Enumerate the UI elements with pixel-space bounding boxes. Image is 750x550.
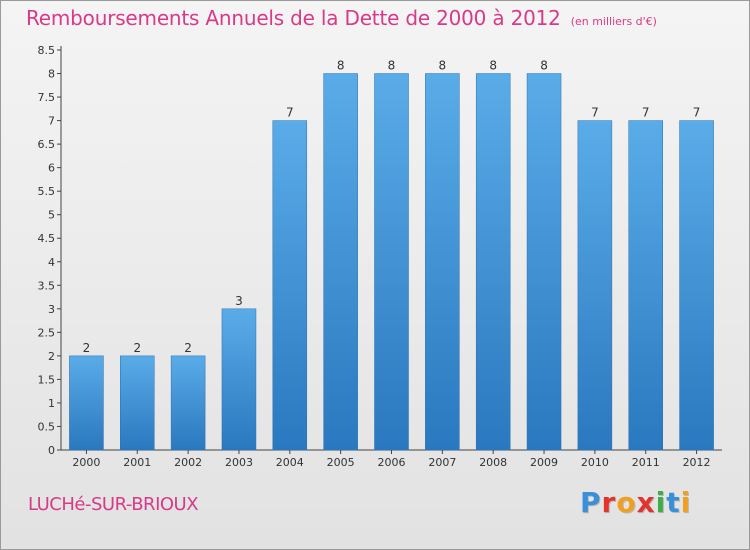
y-tick-label: 0: [48, 444, 55, 457]
brand-letter: t: [666, 486, 681, 519]
bar: [323, 73, 358, 451]
x-tick-label: 2003: [225, 456, 253, 469]
bar: [425, 73, 460, 451]
bar: [679, 120, 714, 451]
bar: [69, 355, 104, 451]
y-tick-label: 4.5: [38, 232, 56, 245]
x-tick-label: 2001: [123, 456, 151, 469]
y-tick-label: 2: [48, 350, 55, 363]
x-tick-label: 2002: [174, 456, 202, 469]
bar: [120, 355, 155, 451]
labels: 2 2 2 3 7 8 8 8 8 8 7 7 7: [83, 59, 701, 355]
data-label: 2: [133, 341, 141, 355]
data-label: 7: [693, 106, 701, 120]
y-tick-label: 2.5: [38, 326, 56, 339]
bars: [69, 73, 714, 451]
y-tick-label: 3.5: [38, 279, 56, 292]
y-tick-label: 8: [48, 68, 55, 81]
data-label: 7: [286, 106, 294, 120]
y-tick-label: 3: [48, 303, 55, 316]
y-tick-label: 5.5: [38, 185, 56, 198]
y-tick-label: 7: [48, 115, 55, 128]
data-label: 2: [83, 341, 91, 355]
chart-subtitle: (en milliers d'€): [570, 15, 657, 28]
data-label: 8: [540, 59, 548, 73]
bar: [221, 308, 257, 451]
data-label: 7: [591, 106, 599, 120]
y-tick-label: 5: [48, 209, 55, 222]
commune-name: LUCHé-SUR-BRIOUX: [28, 494, 199, 515]
brand-letter: i: [680, 486, 692, 519]
data-label: 3: [235, 294, 243, 308]
x-tick-label: 2012: [683, 456, 711, 469]
y-tick-label: 0.5: [38, 420, 56, 433]
x-tick-label: 2004: [276, 456, 304, 469]
x-tick-label: 2005: [327, 456, 355, 469]
y-tick-label: 8.5: [38, 44, 56, 57]
x-tick-label: 2010: [581, 456, 609, 469]
data-label: 2: [184, 341, 192, 355]
y-tick-label: 6.5: [38, 138, 56, 151]
chart-title: Remboursements Annuels de la Dette de 20…: [26, 6, 561, 30]
y-tick-label: 1.5: [38, 373, 56, 386]
data-label: 8: [337, 59, 345, 73]
y-tick-label: 7.5: [38, 91, 56, 104]
brand-logo: Proxiti: [580, 486, 691, 519]
data-label: 7: [642, 106, 650, 120]
x-tick-label: 2006: [378, 456, 406, 469]
bar: [526, 73, 562, 451]
title-row: Remboursements Annuels de la Dette de 20…: [26, 6, 657, 30]
x-tick-label: 2000: [72, 456, 100, 469]
data-label: 8: [388, 59, 396, 73]
bar: [272, 120, 308, 451]
bar: [577, 120, 613, 451]
data-label: 8: [489, 59, 497, 73]
brand-letter: P: [580, 486, 602, 519]
x-tick-label: 2011: [632, 456, 660, 469]
x-tick-label: 2008: [479, 456, 507, 469]
bar: [628, 120, 663, 451]
x-tick-label: 2009: [530, 456, 558, 469]
brand-letter: i: [655, 486, 667, 519]
bar: [170, 355, 206, 451]
y-tick-label: 1: [48, 397, 55, 410]
brand-letter: x: [636, 486, 656, 519]
brand-letter: r: [601, 486, 617, 519]
y-tick-label: 6: [48, 162, 55, 175]
data-label: 8: [439, 59, 447, 73]
y-tick-label: 4: [48, 256, 55, 269]
x-tick-label: 2007: [428, 456, 456, 469]
brand-letter: o: [616, 486, 637, 519]
bar: [475, 73, 511, 451]
bar: [374, 73, 409, 451]
